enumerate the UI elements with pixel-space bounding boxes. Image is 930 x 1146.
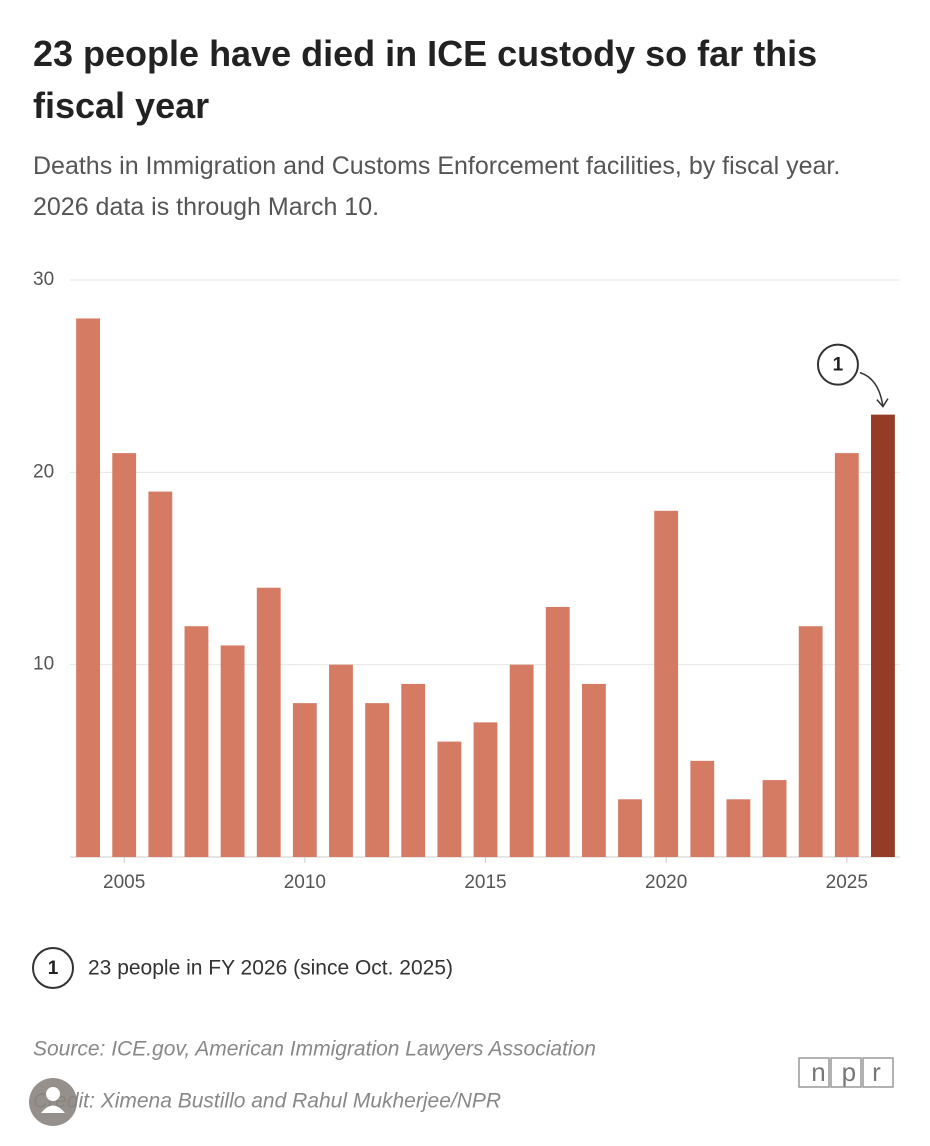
bar bbox=[473, 722, 498, 857]
bar bbox=[871, 414, 895, 857]
chart-title: 23 people have died in ICE custody so fa… bbox=[33, 33, 818, 126]
source: Source: ICE.gov, American Immigration La… bbox=[33, 1038, 596, 1061]
bar bbox=[798, 626, 823, 857]
annotation-marker: 1 bbox=[833, 355, 844, 376]
avatar[interactable] bbox=[29, 1078, 77, 1126]
y-tick-label: 30 bbox=[33, 269, 54, 290]
bar bbox=[437, 741, 462, 857]
bar bbox=[256, 587, 281, 857]
bar bbox=[292, 703, 317, 857]
logo-boxes bbox=[798, 1057, 894, 1088]
bar bbox=[690, 760, 715, 857]
bar bbox=[184, 626, 209, 857]
x-tick-label: 2025 bbox=[826, 872, 868, 893]
bar bbox=[220, 645, 245, 857]
y-tick-label: 20 bbox=[33, 461, 54, 482]
annotation-arrow bbox=[859, 371, 884, 407]
avatar-head bbox=[46, 1087, 60, 1101]
bar bbox=[365, 703, 390, 857]
bar bbox=[581, 683, 606, 857]
bar bbox=[329, 664, 353, 857]
bar bbox=[726, 799, 751, 857]
bar bbox=[618, 799, 642, 857]
y-tick-label: 10 bbox=[33, 654, 54, 675]
x-tick-label: 2015 bbox=[464, 872, 506, 893]
x-tick-label: 2010 bbox=[284, 872, 326, 893]
footnote-text: 23 people in FY 2026 (since Oct. 2025) bbox=[88, 957, 453, 980]
annotation-arrowhead bbox=[876, 398, 889, 408]
chart-subtitle: Deaths in Immigration and Customs Enforc… bbox=[33, 152, 841, 221]
bar bbox=[834, 453, 859, 857]
bar bbox=[112, 453, 137, 857]
bar bbox=[509, 664, 534, 857]
avatar-body bbox=[41, 1105, 65, 1113]
x-tick-label: 2005 bbox=[103, 872, 145, 893]
annotation-circle bbox=[816, 343, 859, 386]
credit: Credit: Ximena Bustillo and Rahul Mukher… bbox=[33, 1090, 501, 1113]
bar bbox=[76, 318, 100, 857]
footnote-marker-circle bbox=[32, 947, 74, 989]
bar bbox=[762, 780, 787, 857]
bar bbox=[545, 606, 570, 857]
logo: npr bbox=[811, 1057, 897, 1087]
footnote-marker: 1 bbox=[48, 958, 59, 979]
x-tick-label: 2020 bbox=[645, 872, 687, 893]
bar bbox=[148, 491, 173, 857]
bar bbox=[401, 683, 426, 857]
bar bbox=[654, 510, 679, 857]
